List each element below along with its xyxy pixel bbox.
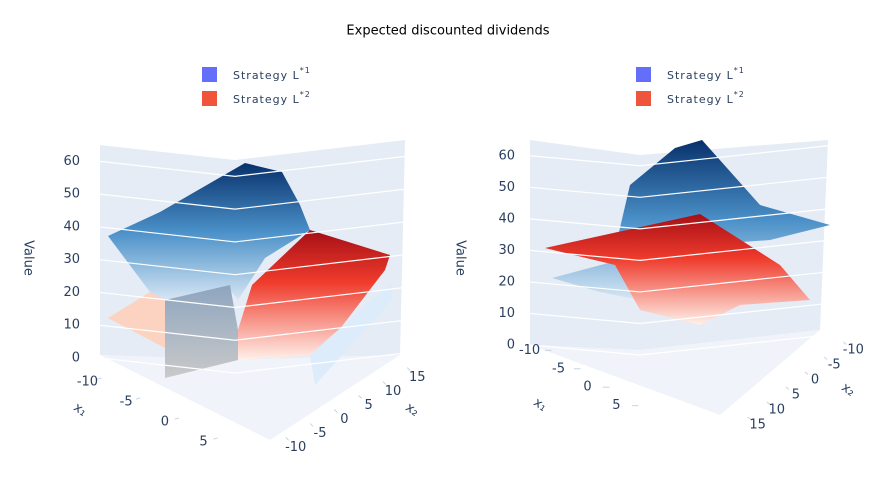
scene-right: Value — [453, 140, 830, 415]
x1-tick-label: -10 — [77, 375, 98, 390]
legend-label: Strategy L*1 — [667, 66, 745, 83]
legend-swatch — [636, 67, 651, 82]
tick-mark — [843, 341, 847, 345]
legend-swatch — [202, 91, 217, 106]
grid-line — [529, 239, 829, 261]
z-tick-label: 30 — [63, 252, 80, 267]
legend-sup: *1 — [300, 66, 311, 75]
x2-tick-label: -10 — [843, 343, 864, 358]
x1-tick-label: -10 — [519, 343, 540, 358]
x2-tick-label: -5 — [828, 358, 841, 373]
z-tick-label: 10 — [498, 306, 515, 321]
x2-tick-label: -10 — [285, 440, 306, 455]
tick-mark — [333, 409, 338, 413]
tick-mark — [97, 377, 102, 380]
x2-tick-label: 0 — [340, 412, 348, 427]
axis-title: x₂ — [838, 380, 857, 400]
grid-line — [99, 254, 406, 276]
grid-line — [529, 271, 829, 293]
axis-title: x₁ — [70, 400, 89, 420]
legend-text: Strategy L — [233, 93, 300, 106]
surface — [545, 214, 810, 325]
tick-mark — [823, 356, 828, 360]
tick-mark — [382, 381, 387, 385]
surface — [165, 285, 238, 378]
legend-sup: *1 — [734, 66, 745, 75]
z-tick-label: 50 — [63, 187, 80, 202]
x1-tick-label: 0 — [583, 380, 591, 395]
legend-label: Strategy L*2 — [667, 90, 745, 107]
chart-title: Expected discounted dividends — [346, 24, 549, 39]
floor — [100, 355, 400, 440]
z-tick-label: 30 — [498, 243, 515, 258]
legend-swatch — [202, 67, 217, 82]
x2-tick-label: 0 — [811, 373, 819, 388]
x1-tick-label: -5 — [120, 395, 133, 410]
tick-mark — [309, 423, 314, 427]
tick-mark — [213, 437, 218, 440]
tick-mark — [135, 397, 141, 400]
tick-mark — [785, 386, 790, 390]
grid-line — [529, 334, 829, 356]
tick-mark — [766, 401, 771, 405]
surface — [310, 282, 392, 385]
legend-swatch — [636, 91, 651, 106]
tick-mark — [804, 371, 809, 375]
x2-tick-label: 15 — [409, 370, 426, 385]
grid-line — [99, 188, 406, 210]
tick-mark — [747, 416, 751, 420]
legend-text: Strategy L — [667, 93, 734, 106]
x2-tick-label: 5 — [792, 388, 800, 403]
x2-tick-label: 10 — [769, 403, 786, 418]
axis-title: Value — [21, 240, 36, 276]
x2-tick-label: 15 — [749, 418, 766, 433]
tick-mark — [174, 417, 179, 420]
legend-label: Strategy L*1 — [233, 66, 311, 83]
grid-line — [99, 352, 406, 374]
z-tick-label: 20 — [498, 274, 515, 289]
grid-line — [99, 155, 406, 177]
tick-mark — [406, 367, 411, 371]
legend-sup: *2 — [734, 90, 745, 99]
tick-mark — [285, 437, 290, 441]
grid-line — [529, 145, 829, 167]
x1-tick-label: 0 — [161, 415, 169, 430]
x1-tick-label: 5 — [612, 398, 620, 413]
z-tick-label: 0 — [72, 351, 80, 366]
z-tick-label: 60 — [498, 148, 515, 163]
surface — [238, 230, 390, 360]
z-tick-label: 20 — [63, 285, 80, 300]
grid-line — [529, 302, 829, 325]
x2-tick-label: -5 — [314, 426, 327, 441]
axis-title: x₂ — [402, 400, 421, 420]
legend-text: Strategy L — [667, 69, 734, 82]
x1-tick-label: -5 — [552, 361, 565, 376]
x1-tick-label: 5 — [199, 435, 207, 450]
surface — [108, 292, 165, 348]
z-tick-label: 60 — [63, 154, 80, 169]
axis-title: x₁ — [530, 395, 549, 415]
x2-tick-label: 5 — [365, 398, 373, 413]
grid-line — [99, 286, 406, 309]
legend-label: Strategy L*2 — [233, 90, 311, 107]
grid-line — [99, 319, 406, 341]
z-tick-label: 0 — [507, 338, 515, 353]
legend-sup: *2 — [300, 90, 311, 99]
z-tick-label: 40 — [63, 219, 80, 234]
z-tick-label: 10 — [63, 318, 80, 333]
grid-line — [529, 208, 829, 230]
grid-line — [99, 221, 406, 243]
axis-title: Value — [453, 240, 468, 276]
grid-line — [529, 176, 829, 198]
legend-text: Strategy L — [233, 69, 300, 82]
z-tick-label: 40 — [498, 211, 515, 226]
tick-mark — [358, 395, 363, 399]
z-tick-label: 50 — [498, 180, 515, 195]
x2-tick-label: 10 — [385, 384, 402, 399]
